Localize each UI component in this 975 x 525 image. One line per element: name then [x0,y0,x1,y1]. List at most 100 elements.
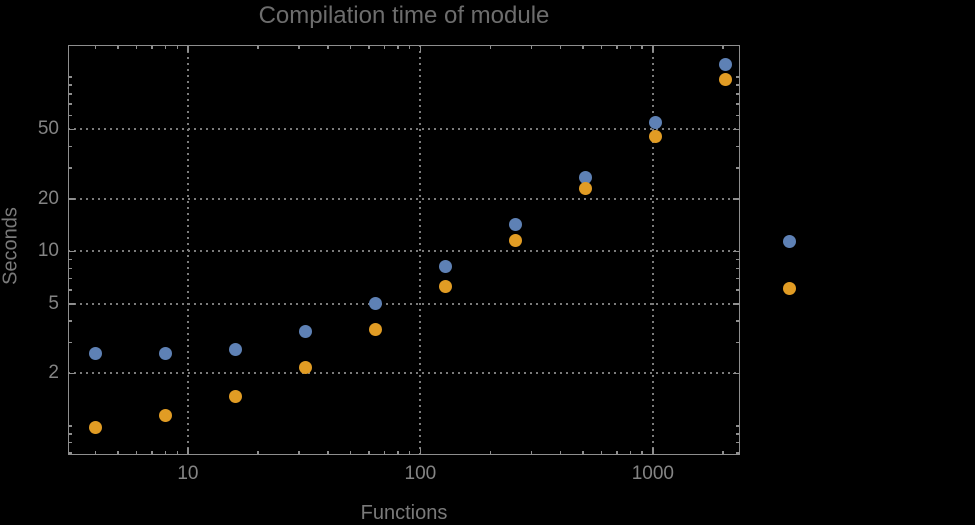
y-tick-label: 5 [48,292,59,314]
x-tick-label: 1000 [631,463,674,484]
y-tick-mark [68,128,75,131]
x-tick-mark [117,45,119,49]
x-tick-mark [652,45,654,52]
x-tick-mark [408,45,411,49]
x-gridline [419,45,422,455]
x-tick-mark [530,451,533,455]
x-tick-mark [397,451,399,455]
y-tick-mark [736,341,740,344]
x-tick-mark [135,45,138,49]
data-point [438,279,452,293]
x-tick-mark [151,45,153,49]
data-point [578,182,592,196]
y-tick-label: 50 [37,118,59,140]
y-tick-mark [736,452,740,454]
x-tick-mark [298,45,300,49]
x-tick-mark [408,451,411,455]
legend-marker [783,234,796,248]
data-point [508,233,522,247]
x-tick-mark [397,45,399,49]
y-tick-mark [68,76,72,78]
x-tick-mark [489,45,492,49]
y-tick-label: 2 [48,362,59,384]
x-tick-mark [349,451,352,455]
data-point [158,408,172,422]
y-tick-mark [68,250,75,253]
x-tick-mark [383,45,386,49]
y-tick-mark [736,289,740,291]
y-tick-mark [68,341,72,344]
data-point [648,115,662,129]
y-tick-mark [68,84,72,86]
x-tick-mark [298,451,300,455]
y-tick-mark [736,114,740,117]
x-tick-mark [629,451,632,455]
y-tick-mark [736,267,740,270]
y-gridline [68,128,740,131]
y-tick-mark [733,250,740,253]
plot-frame [68,45,740,455]
x-tick-mark [722,451,724,455]
y-tick-mark [68,452,72,454]
data-point [88,420,102,434]
y-gridline [68,302,740,305]
x-tick-mark [327,451,329,455]
data-point [298,325,312,339]
y-tick-mark [733,128,740,131]
x-gridline [651,45,654,455]
y-tick-mark [736,76,740,78]
x-tick-mark [117,451,119,455]
x-tick-mark [257,451,259,455]
y-tick-mark [68,277,72,280]
x-tick-mark [151,451,153,455]
x-tick-mark [257,45,259,49]
y-tick-mark [736,84,740,86]
y-tick-mark [68,103,72,105]
x-tick-mark [327,45,329,49]
x-tick-mark [559,451,562,455]
x-tick-mark [383,451,386,455]
y-tick-mark [68,145,72,148]
data-point [228,389,242,403]
data-point [228,342,242,356]
chart-title: Compilation time of module [258,2,550,29]
y-tick-mark [733,198,740,200]
x-tick-mark [176,451,178,455]
x-tick-mark [652,448,654,455]
y-tick-label: 10 [37,240,59,262]
y-tick-mark [733,372,740,375]
x-tick-mark [164,451,167,455]
x-tick-mark [641,451,643,455]
data-point [718,57,732,71]
x-tick-mark [187,448,189,455]
y-tick-mark [736,145,740,148]
y-gridline [68,197,740,200]
y-tick-mark [736,433,740,435]
data-point [298,361,312,375]
y-tick-mark [68,441,72,444]
x-tick-label: 100 [404,463,437,484]
x-tick-mark [641,45,643,49]
x-tick-mark [419,448,422,455]
y-tick-mark [736,441,740,444]
x-tick-mark [135,451,138,455]
x-tick-mark [616,45,618,49]
y-tick-mark [68,303,75,305]
y-tick-mark [736,167,740,169]
x-tick-mark [600,451,603,455]
x-tick-mark [600,45,603,49]
data-point [508,217,522,231]
x-tick-mark [582,45,584,49]
x-tick-mark [419,45,422,52]
y-tick-mark [68,93,72,95]
y-tick-mark [68,289,72,291]
x-tick-mark [187,45,189,52]
y-tick-mark [736,103,740,105]
data-point [438,259,452,273]
x-tick-mark [368,45,370,49]
legend-marker [783,281,796,295]
y-tick-mark [68,320,72,322]
data-point [648,129,662,143]
x-tick-mark [530,45,533,49]
